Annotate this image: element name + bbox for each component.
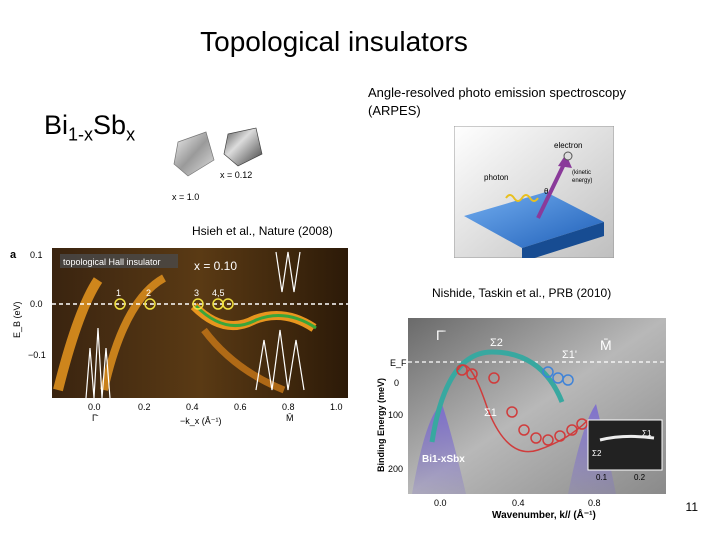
arpes-electron-label: electron <box>554 141 582 150</box>
nishide-gamma: Γ̄ <box>436 327 446 343</box>
nishide-ytick-200: 200 <box>388 464 403 474</box>
hsieh-ytick-00: 0.0 <box>30 299 43 309</box>
nishide-inset-tick-02: 0.2 <box>634 473 646 482</box>
crystal-label-10: x = 1.0 <box>172 192 199 202</box>
crystal-label-012: x = 0.12 <box>220 170 252 180</box>
hsieh-xtick-2: 0.4 <box>186 402 199 412</box>
arpes-theta-label: θ <box>544 187 549 196</box>
arpes-diagram: electron photon (kinetic energy) θ <box>454 126 614 258</box>
slide-title: Topological insulators <box>200 26 468 57</box>
nishide-inset-s2: Σ2 <box>592 449 602 458</box>
material-formula: Bi1-xSbx <box>44 110 135 145</box>
hsieh-arpes-panel: topological Hall insulator x = 0.10 1 2 … <box>4 240 354 430</box>
nishide-sigma1p: Σ1' <box>562 349 577 361</box>
nishide-ytick-0: 0 <box>394 378 399 388</box>
crystal-photo: x = 0.12 x = 1.0 <box>158 120 286 202</box>
nishide-ytick-100: 100 <box>388 410 403 420</box>
arpes-kinetic-label: (kinetic <box>572 170 591 176</box>
formula-sb: Sb <box>93 110 127 140</box>
hsieh-xtick-4: 0.8 <box>282 402 295 412</box>
nishide-material: Bi1-xSbx <box>422 454 465 465</box>
arpes-line2: (ARPES) <box>368 103 421 118</box>
crossing-label-45: 4,5 <box>212 288 225 298</box>
formula-sub1: 1-x <box>68 124 94 145</box>
crossing-label-2: 2 <box>146 288 151 298</box>
hsieh-sym-gamma: Γ̄ <box>92 413 99 423</box>
nishide-xtick-2: 0.8 <box>588 498 601 508</box>
arpes-photon-label: photon <box>484 173 508 182</box>
formula-sub2: x <box>126 124 136 145</box>
nishide-m: M̄ <box>600 337 612 353</box>
hsieh-x-overlay: x = 0.10 <box>194 259 237 273</box>
nishide-xlabel: Wavenumber, k// (Å⁻¹) <box>492 508 596 521</box>
hsieh-xtick-1: 0.2 <box>138 402 151 412</box>
nishide-sigma1: Σ1 <box>484 407 497 419</box>
arpes-line1: Angle-resolved photo emission spectrosco… <box>368 85 626 100</box>
hsieh-ytick-01: 0.1 <box>30 250 43 260</box>
citation-hsieh: Hsieh et al., Nature (2008) <box>192 224 333 238</box>
arpes-energy-label: energy) <box>572 178 592 184</box>
nishide-inset-tick-01: 0.1 <box>596 473 608 482</box>
crossing-label-1: 1 <box>116 288 121 298</box>
hsieh-panel-letter: a <box>10 249 17 261</box>
nishide-xtick-0: 0.0 <box>434 498 447 508</box>
nishide-ef: E_F <box>390 358 407 368</box>
nishide-arpes-panel: Γ̄ Σ2 Σ1' M̄ Σ1 E_F Bi1-xSbx Σ1 Σ2 0.1 0… <box>372 312 672 522</box>
hsieh-xtick-5: 1.0 <box>330 402 343 412</box>
hsieh-ylabel: E_B (eV) <box>12 301 22 338</box>
hsieh-xlabel: −k_x (Å⁻¹) <box>180 416 222 426</box>
crossing-label-3: 3 <box>194 288 199 298</box>
nishide-sigma2: Σ2 <box>490 337 503 349</box>
nishide-xtick-1: 0.4 <box>512 498 525 508</box>
hsieh-sym-m: M̄ <box>286 413 294 423</box>
hsieh-inset-title: topological Hall insulator <box>63 257 161 267</box>
nishide-ylabel: Binding Energy (meV) <box>376 378 386 472</box>
formula-bi: Bi <box>44 110 69 140</box>
page-number: 11 <box>685 500 698 514</box>
hsieh-xtick-3: 0.6 <box>234 402 247 412</box>
hsieh-ytick-m01: −0.1 <box>28 350 46 360</box>
citation-nishide: Nishide, Taskin et al., PRB (2010) <box>432 286 612 300</box>
hsieh-xtick-0: 0.0 <box>88 402 101 412</box>
nishide-inset-s1: Σ1 <box>642 429 652 438</box>
arpes-heading: Angle-resolved photo emission spectrosco… <box>368 84 688 120</box>
